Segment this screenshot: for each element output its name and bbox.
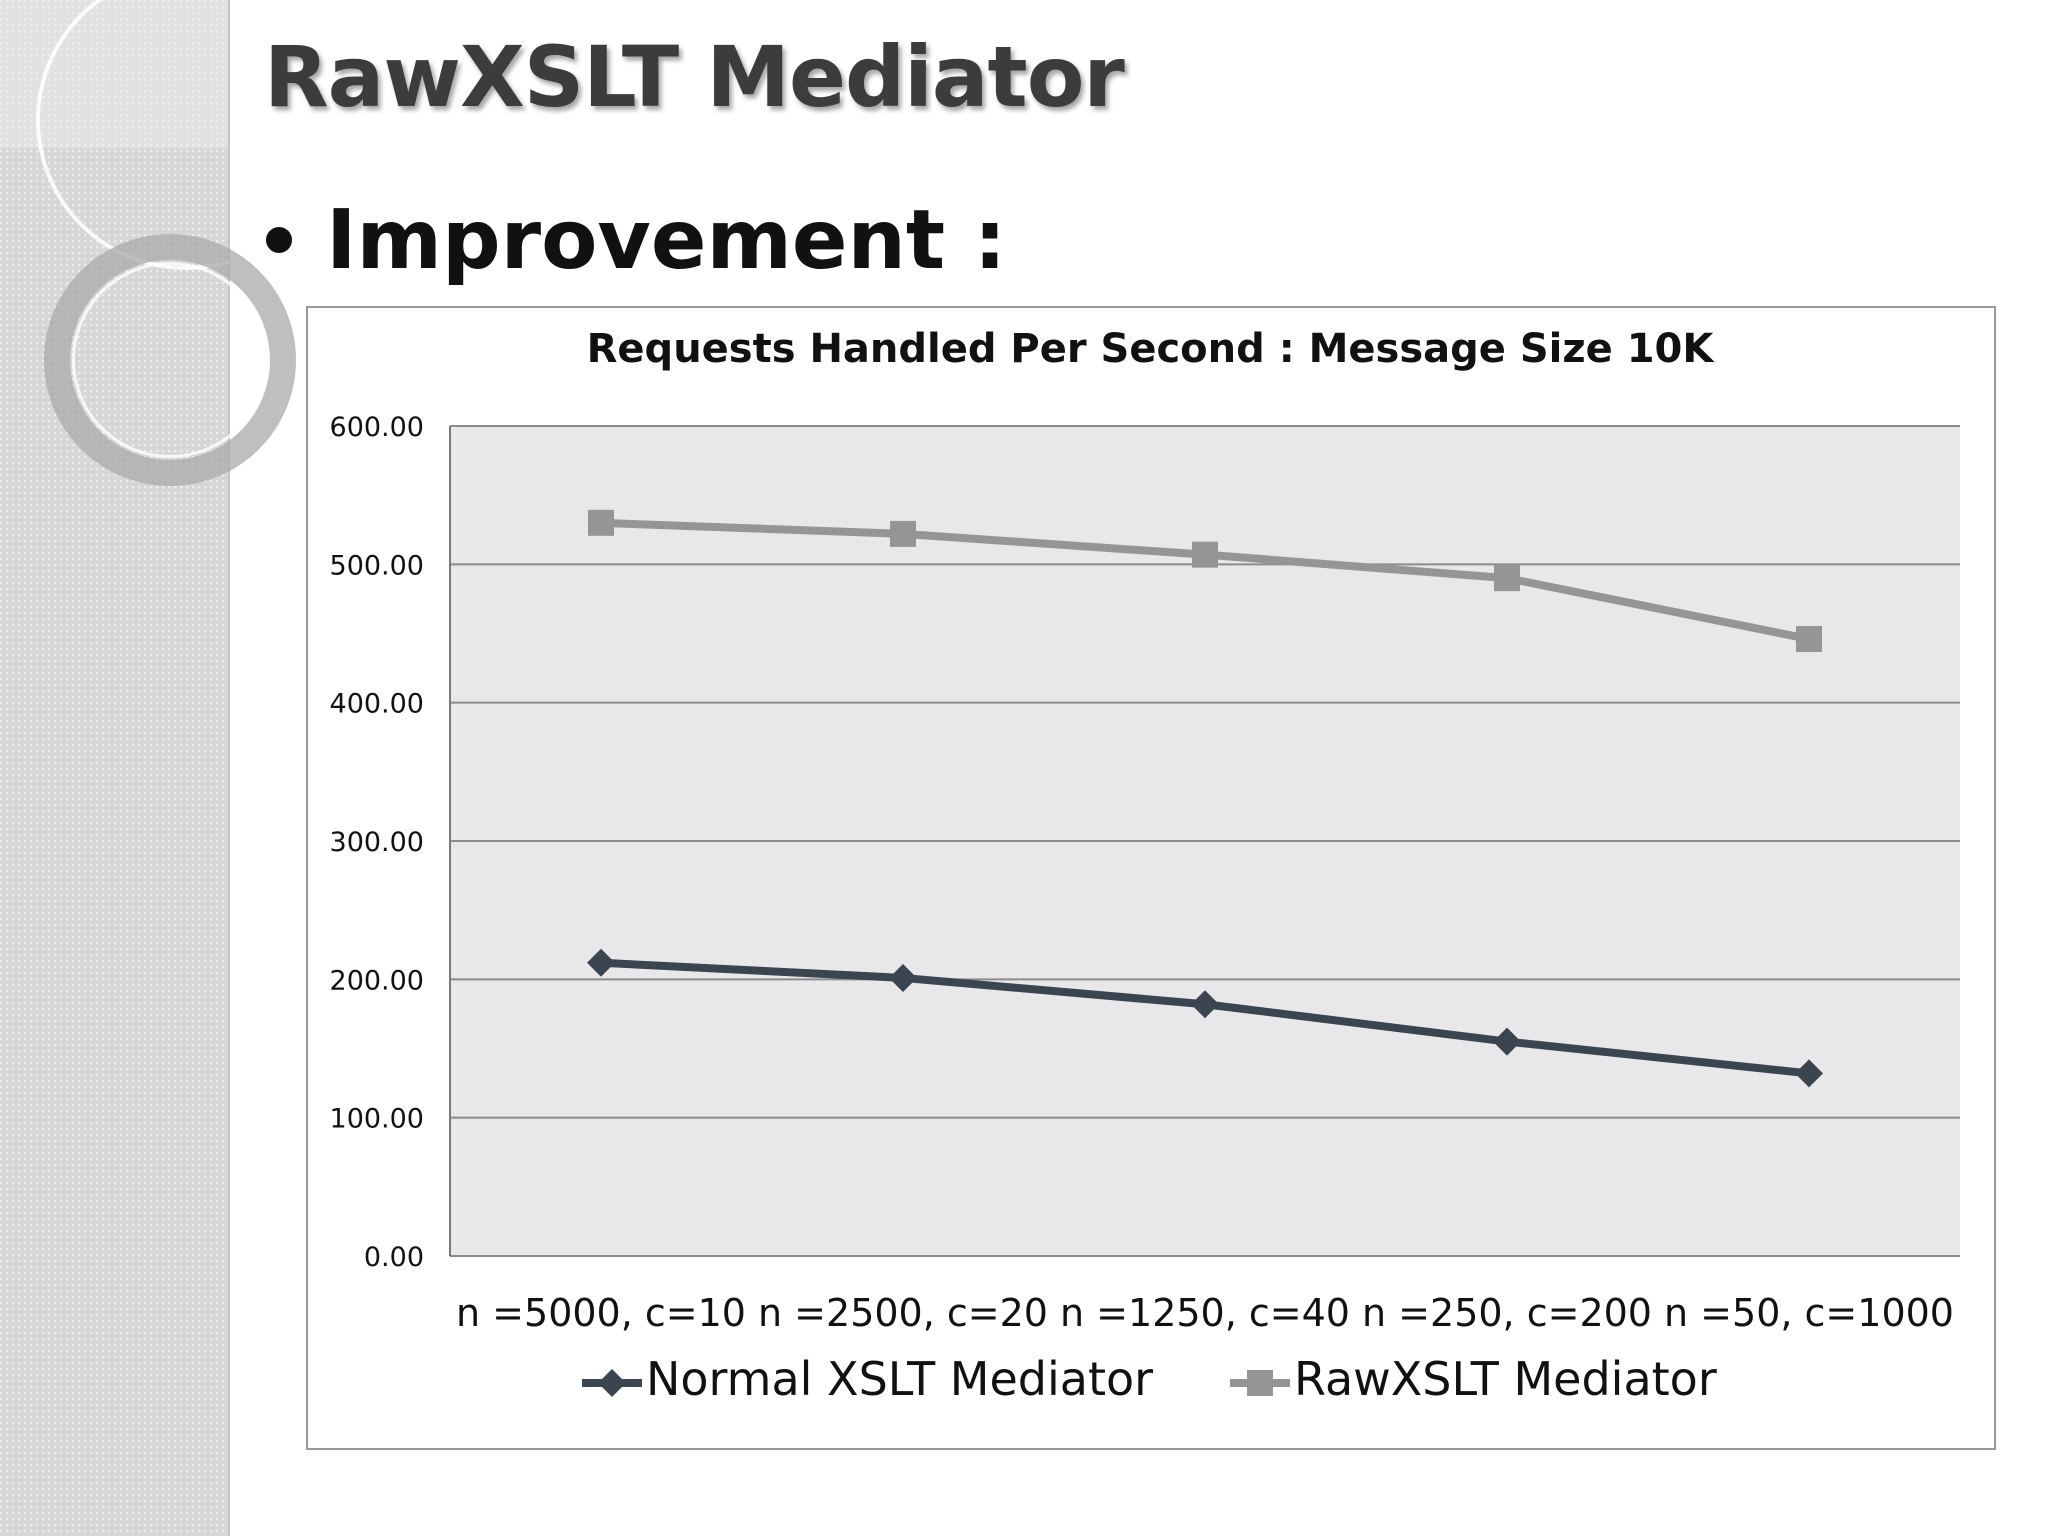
data-point-rawxslt: [1796, 626, 1822, 653]
slide-sidebar: [0, 0, 336, 1536]
data-point-normal-xslt: [1191, 990, 1219, 1019]
plot-area: 0.00 100.00 200.00 300.00 400.00 500.00 600.00…: [330, 412, 1960, 1406]
y-tick-label: 500.00: [330, 550, 424, 581]
line-chart: Requests Handled Per Second : Message Si…: [330, 326, 1960, 1406]
data-point-rawxslt: [890, 520, 916, 547]
x-category-label: n =1250, c=40: [1060, 1291, 1350, 1335]
y-tick-label: 600.00: [330, 412, 424, 443]
chart-frame: Requests Handled Per Second : Message Si…: [306, 306, 1996, 1450]
bullet-point: Improvement :: [266, 190, 1006, 290]
data-point-normal-xslt: [889, 963, 917, 992]
legend-label-rawxslt: RawXSLT Mediator: [1294, 1352, 1717, 1406]
x-category-label: n =50, c=1000: [1664, 1291, 1954, 1335]
bullet-dot-icon: [266, 227, 292, 253]
slide-title: RawXSLT Mediator: [264, 28, 1125, 126]
data-point-rawxslt: [1494, 565, 1520, 592]
data-point-normal-xslt: [1795, 1059, 1823, 1088]
data-point-rawxslt: [588, 509, 614, 536]
chart-title: Requests Handled Per Second : Message Si…: [587, 326, 1716, 372]
data-point-normal-xslt: [587, 948, 615, 977]
bullet-text: Improvement :: [326, 192, 1007, 288]
y-tick-label: 200.00: [330, 965, 424, 996]
decorative-ring-small-highlight: [72, 262, 268, 458]
x-category-label: n =2500, c=20: [758, 1291, 1048, 1335]
y-tick-label: 400.00: [330, 689, 424, 720]
data-point-rawxslt: [1192, 541, 1218, 568]
x-category-label: n =250, c=200: [1362, 1291, 1652, 1335]
legend-diamond-icon: [598, 1369, 626, 1397]
y-tick-label: 300.00: [330, 827, 424, 858]
legend-square-icon: [1247, 1370, 1273, 1396]
y-tick-label: 100.00: [330, 1104, 424, 1135]
y-tick-label: 0.00: [364, 1242, 424, 1273]
x-category-label: n =5000, c=10: [456, 1291, 746, 1335]
legend-label-normal-xslt: Normal XSLT Mediator: [646, 1352, 1153, 1406]
data-point-normal-xslt: [1493, 1027, 1521, 1056]
